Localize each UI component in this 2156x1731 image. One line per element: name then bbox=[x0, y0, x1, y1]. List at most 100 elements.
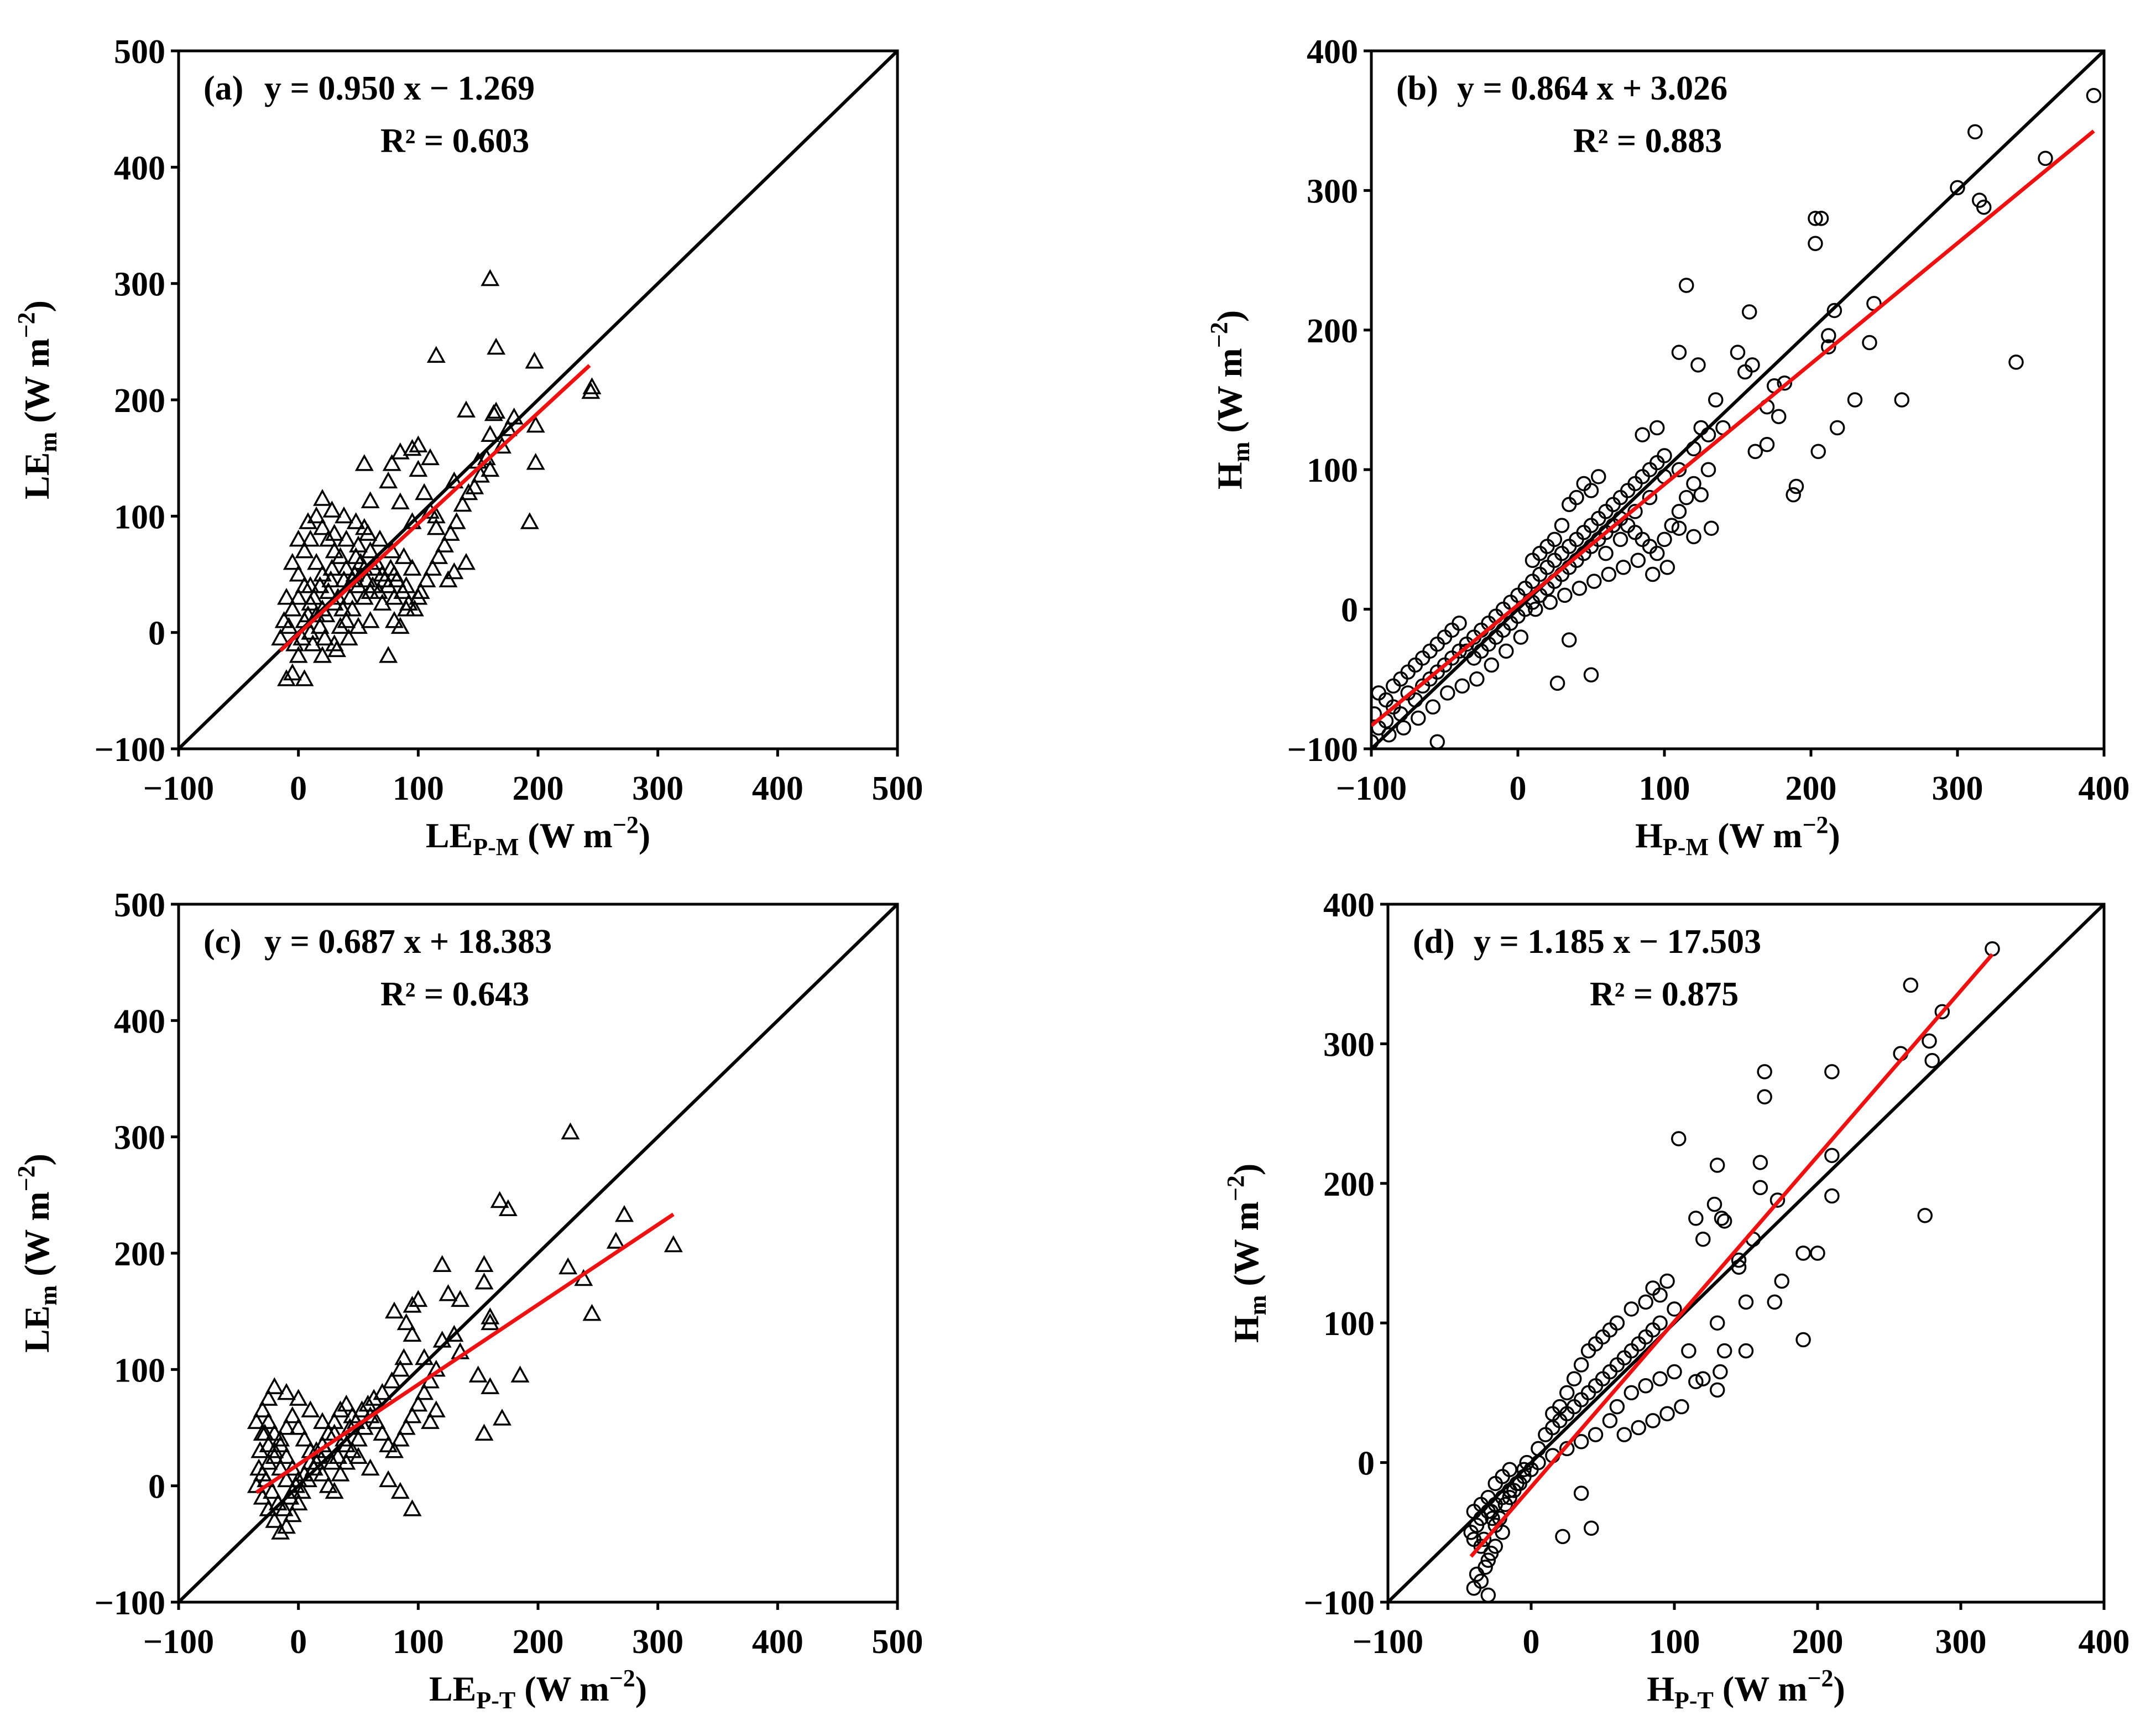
data-point bbox=[295, 1429, 314, 1447]
data-point bbox=[1616, 560, 1631, 575]
data-point bbox=[331, 1464, 350, 1482]
x-axis-label-unit: (W m bbox=[519, 816, 612, 855]
data-point bbox=[1429, 734, 1445, 749]
x-axis-label-unit: (W m bbox=[1714, 1669, 1807, 1708]
data-point bbox=[277, 669, 296, 686]
data-point bbox=[432, 1255, 452, 1272]
y-tick-label: 500 bbox=[114, 887, 165, 924]
data-point bbox=[1731, 1259, 1747, 1275]
data-point bbox=[1531, 1454, 1546, 1471]
data-point bbox=[457, 400, 476, 418]
regression-equation: y = 0.864 x + 3.026 bbox=[1457, 70, 1727, 107]
data-point bbox=[561, 1122, 580, 1140]
data-point bbox=[1894, 392, 1910, 408]
data-point bbox=[1631, 1420, 1646, 1436]
data-point bbox=[361, 611, 380, 628]
data-point bbox=[459, 483, 478, 500]
data-point bbox=[1588, 1427, 1604, 1442]
data-point bbox=[1516, 1462, 1532, 1477]
data-point bbox=[409, 1394, 428, 1412]
data-point bbox=[581, 382, 601, 399]
data-point bbox=[328, 1447, 348, 1464]
y-tick-label: 0 bbox=[148, 1468, 165, 1506]
data-point bbox=[1559, 1441, 1575, 1457]
data-point bbox=[526, 415, 545, 433]
data-point bbox=[1681, 1343, 1696, 1359]
data-point bbox=[1659, 1406, 1675, 1422]
data-point bbox=[1709, 1315, 1725, 1331]
data-point bbox=[1752, 1155, 1768, 1170]
data-point bbox=[1469, 671, 1485, 687]
data-point bbox=[2086, 88, 2102, 103]
data-point bbox=[1609, 1315, 1625, 1331]
data-point bbox=[396, 1313, 416, 1331]
data-point bbox=[481, 1307, 500, 1325]
data-point bbox=[1485, 1510, 1500, 1526]
data-point bbox=[1572, 580, 1588, 596]
data-point bbox=[1499, 643, 1514, 659]
x-axis-label-unit: (W m bbox=[515, 1669, 609, 1708]
data-point bbox=[1645, 1413, 1661, 1428]
data-point bbox=[313, 564, 332, 582]
data-point bbox=[426, 346, 446, 363]
data-point bbox=[283, 599, 302, 617]
data-point bbox=[1396, 720, 1412, 736]
data-point bbox=[1573, 1485, 1589, 1501]
data-point bbox=[337, 1394, 356, 1412]
data-point bbox=[403, 439, 422, 456]
y-axis-label-sub: m bbox=[35, 1285, 62, 1306]
y-tick-label: 300 bbox=[1307, 173, 1358, 210]
data-point bbox=[1609, 1399, 1625, 1415]
data-point bbox=[1786, 487, 1801, 503]
panel-label: (a) bbox=[203, 70, 243, 107]
data-point bbox=[283, 1406, 302, 1424]
data-point bbox=[313, 1412, 332, 1429]
y-tick-label: 200 bbox=[1323, 1166, 1375, 1203]
data-point bbox=[293, 1482, 312, 1499]
data-point bbox=[271, 628, 290, 646]
data-point bbox=[390, 1429, 410, 1447]
data-point bbox=[1573, 1433, 1589, 1450]
x-axis-label-main: H bbox=[1647, 1669, 1674, 1708]
x-axis-label: LEP-M (W m−2) bbox=[426, 811, 650, 861]
data-point bbox=[1824, 1188, 1840, 1204]
data-point bbox=[1709, 1382, 1725, 1398]
data-point bbox=[358, 524, 378, 541]
data-point bbox=[390, 617, 410, 634]
data-point bbox=[1829, 420, 1845, 436]
data-point bbox=[1709, 1158, 1725, 1173]
data-point bbox=[484, 404, 503, 421]
data-point bbox=[331, 547, 350, 564]
data-point bbox=[435, 535, 454, 552]
data-point bbox=[1934, 1004, 1950, 1020]
data-point bbox=[328, 587, 348, 605]
data-point bbox=[510, 1365, 530, 1383]
x-tick-label: 400 bbox=[2079, 770, 2130, 807]
data-point bbox=[304, 1458, 323, 1476]
y-tick-label: 200 bbox=[114, 382, 165, 420]
data-point bbox=[313, 1464, 332, 1482]
data-point bbox=[325, 541, 344, 559]
data-point bbox=[259, 1452, 278, 1470]
y-tick-label: 200 bbox=[1307, 312, 1358, 350]
data-point bbox=[259, 1412, 278, 1429]
data-point bbox=[1454, 678, 1470, 694]
data-point bbox=[1667, 1301, 1682, 1317]
data-point bbox=[1708, 392, 1724, 408]
x-axis-label-sub: P-M bbox=[1663, 833, 1709, 861]
panel-c: −100 0 100 200 300 400 500 −100 0 100 200 300 400 500… bbox=[13, 887, 923, 1714]
regression-line bbox=[255, 1212, 675, 1494]
data-point bbox=[1738, 1294, 1754, 1310]
data-point bbox=[1502, 1462, 1517, 1477]
regression-equation: y = 1.185 x − 17.503 bbox=[1474, 923, 1761, 961]
data-point bbox=[1642, 489, 1658, 505]
x-axis-label-main: H bbox=[1635, 816, 1663, 855]
data-point bbox=[307, 552, 326, 570]
data-point bbox=[385, 611, 404, 628]
data-point bbox=[1679, 489, 1694, 505]
data-point bbox=[1371, 706, 1382, 722]
data-point bbox=[1542, 595, 1558, 610]
x-tick-label: 500 bbox=[872, 1623, 923, 1661]
data-point bbox=[403, 1296, 422, 1313]
